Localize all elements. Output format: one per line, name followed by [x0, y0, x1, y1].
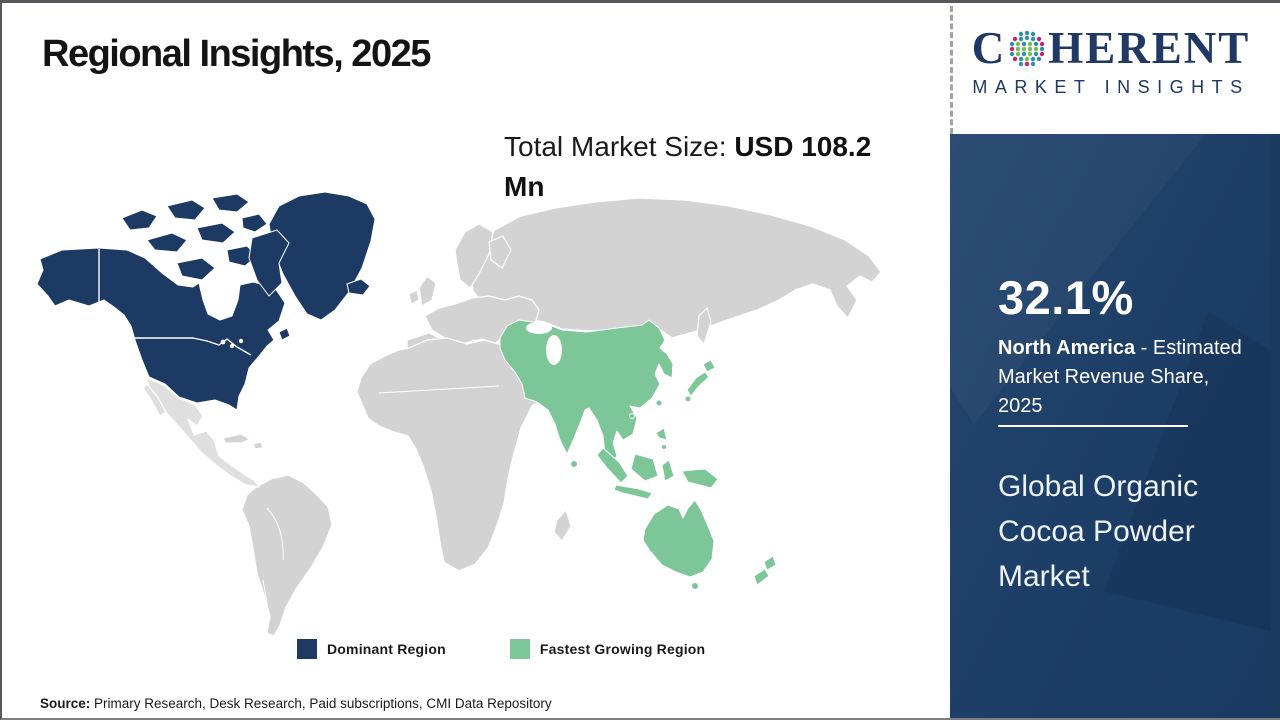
brand-wordmark: C HERENT [960, 25, 1262, 76]
continent-south-america [241, 474, 333, 637]
legend-item-fastest: Fastest Growing Region [509, 639, 706, 659]
island-hainan [629, 413, 635, 419]
country-cuba [222, 433, 251, 444]
stats-sidebar: 32.1% North America - Estimated Market R… [950, 134, 1280, 718]
arctic-island-5 [196, 222, 236, 244]
market-name: Global Organic Cocoa Powder Market [998, 470, 1199, 593]
country-madagascar [553, 509, 572, 542]
country-greenland [268, 191, 376, 321]
map-internal-borders [98, 249, 252, 356]
island-borneo [630, 453, 659, 482]
market-share-value: 32.1% [998, 271, 1134, 324]
country-new-zealand-south [753, 568, 770, 586]
arctic-island-3 [211, 193, 250, 213]
brand-logo: C HERENT MARKET INSIGHTS [960, 25, 1262, 98]
region-asia-mainland [499, 319, 674, 467]
country-ireland [408, 289, 420, 305]
island-java [613, 484, 653, 500]
island-new-guinea [681, 468, 719, 489]
share-region-name: North America [998, 337, 1136, 359]
island-honshu [686, 371, 710, 397]
island-kyushu [684, 395, 692, 403]
caspian-sea [546, 335, 562, 365]
world-map-svg [36, 191, 882, 637]
world-map [27, 188, 942, 643]
country-mexico-central-america [146, 377, 260, 488]
island-newfoundland [278, 327, 291, 341]
legend-swatch-dominant [297, 639, 317, 659]
total-market-size-label: Total Market Size: [504, 131, 735, 162]
brand-subtitle: MARKET INSIGHTS [972, 77, 1250, 97]
legend-label-dominant: Dominant Region [327, 641, 446, 657]
country-scandinavia [454, 223, 494, 289]
arctic-island-7 [176, 257, 216, 281]
arctic-island-1 [121, 209, 158, 231]
total-market-size-value: USD 108.2 Mn [504, 131, 872, 202]
island-taiwan [655, 399, 663, 407]
island-sumatra [596, 447, 629, 484]
arctic-island-2 [166, 199, 206, 221]
island-baffin [248, 229, 290, 297]
border-usa-canada [134, 337, 252, 356]
black-sea [526, 322, 552, 334]
arctic-island-6 [241, 213, 268, 233]
source-line: Source: Primary Research, Desk Research,… [40, 696, 552, 711]
sidebar-edge-strip [1271, 134, 1280, 718]
country-uk [418, 275, 437, 307]
brand-prefix: C [971, 23, 1007, 73]
sidebar-divider [998, 425, 1188, 427]
island-philippines [655, 427, 668, 441]
page-title: Regional Insights, 2025 [42, 33, 431, 75]
legend-label-fastest: Fastest Growing Region [539, 641, 706, 657]
country-new-zealand-north [763, 555, 777, 571]
source-text: Primary Research, Desk Research, Paid su… [90, 696, 552, 711]
arctic-island-4 [146, 232, 188, 253]
country-iceland [346, 278, 371, 296]
map-great-lakes [220, 338, 244, 349]
dashed-separator [950, 6, 953, 134]
country-australia [642, 499, 715, 578]
island-sri-lanka [570, 460, 578, 468]
country-hispaniola [252, 441, 264, 450]
globe-dots-icon [1007, 28, 1047, 76]
map-region-dominant [36, 191, 376, 411]
map-region-other [222, 197, 882, 637]
island-sulawesi [661, 459, 675, 482]
island-mindanao [661, 444, 667, 450]
map-region-fastest-growing [499, 319, 777, 590]
country-finland [488, 235, 512, 269]
country-baja-california [142, 383, 167, 417]
brand-suffix: HERENT [1048, 23, 1251, 73]
map-region-other-light [142, 377, 260, 488]
map-seas [526, 322, 562, 365]
legend-item-dominant: Dominant Region [297, 639, 446, 659]
map-country-hint-lines [262, 385, 500, 621]
market-share-description: North America - Estimated Market Revenue… [998, 334, 1250, 421]
legend-swatch-fastest [509, 639, 530, 659]
map-legend: Dominant Region Fastest Growing Region [297, 639, 705, 659]
total-market-size: Total Market Size: USD 108.2 Mn [504, 127, 906, 207]
country-sakhalin [696, 307, 712, 345]
source-label: Source: [40, 696, 91, 711]
island-hokkaido [702, 359, 716, 373]
share-desc-text: - Estimated Market Revenue Share, 2025 [998, 337, 1242, 417]
island-tasmania [691, 582, 699, 590]
country-russia [471, 197, 882, 339]
